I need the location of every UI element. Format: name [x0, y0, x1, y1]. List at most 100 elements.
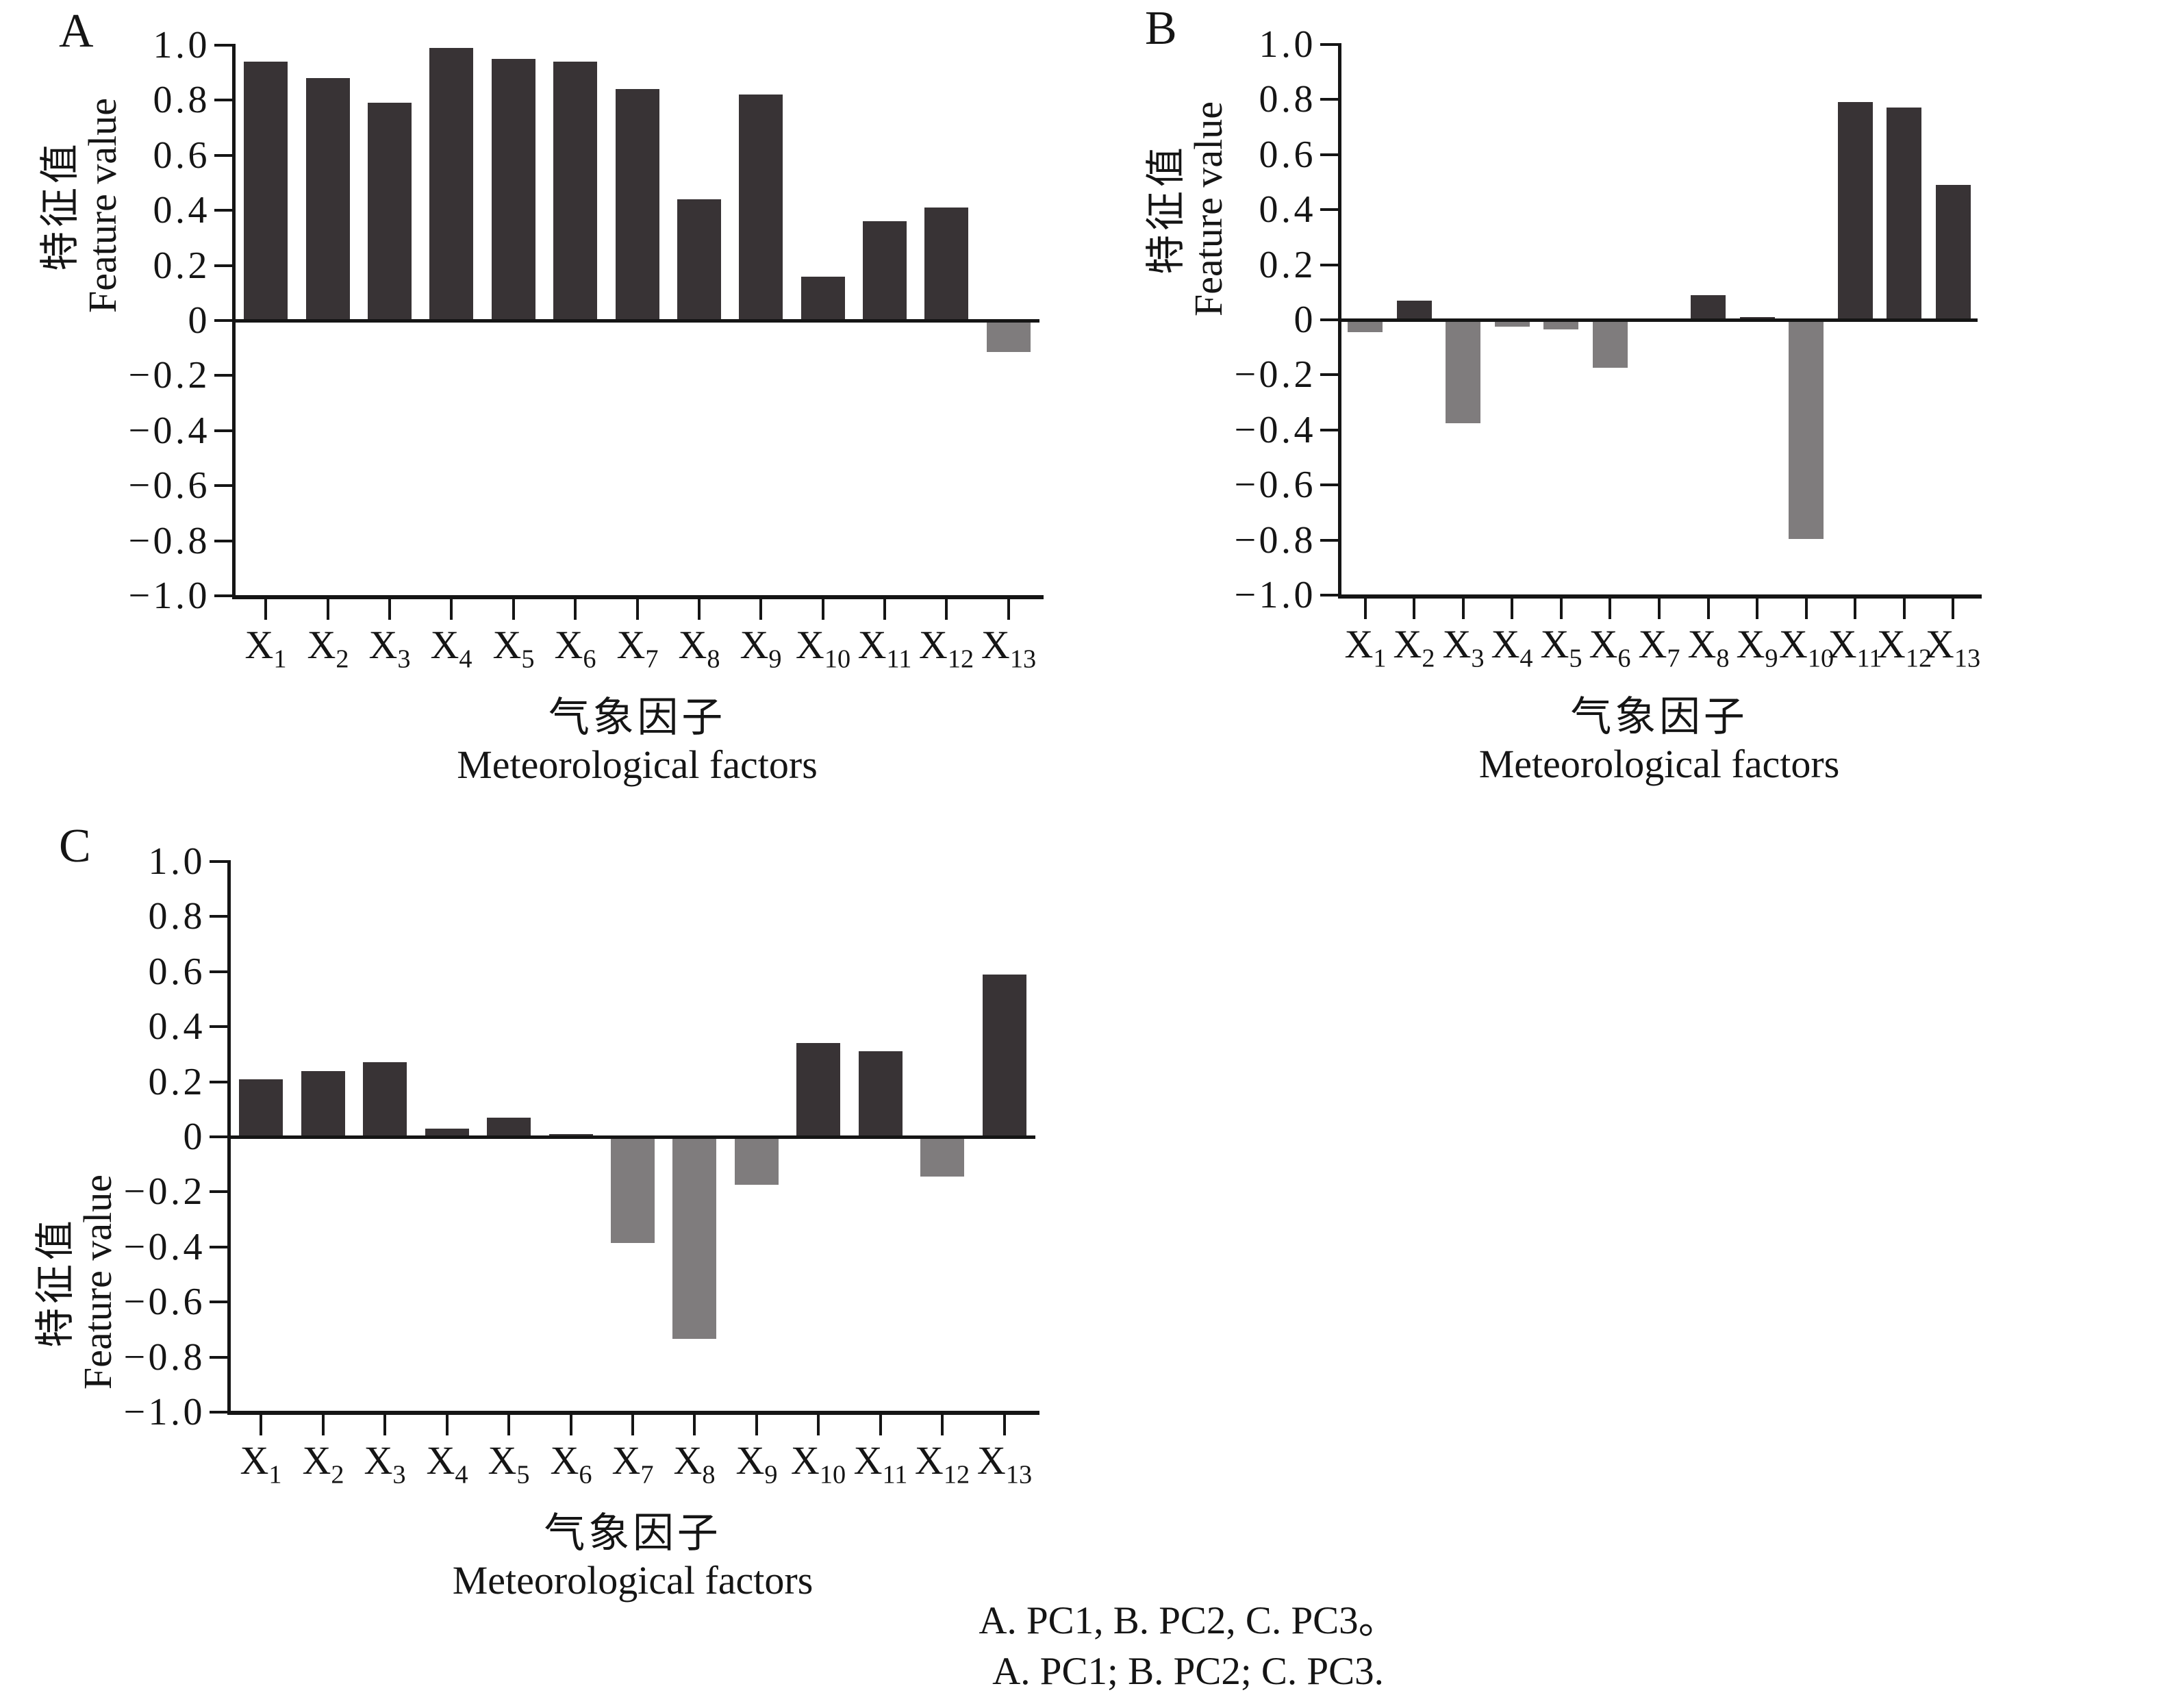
y-tick-label: −0.4: [1234, 409, 1316, 451]
x-category-label-x10: X10: [1778, 622, 1834, 673]
x-category-label-x4: X4: [430, 623, 472, 674]
x-tick-mark: [1007, 599, 1010, 620]
x-tick-mark: [383, 1415, 386, 1435]
x-tick-mark: [945, 599, 948, 620]
y-tick-mark: [214, 429, 232, 432]
x-tick-mark: [759, 599, 762, 620]
y-tick-label: −0.6: [1234, 464, 1316, 506]
x-category-label-x6: X6: [550, 1438, 592, 1490]
x-tick-mark: [1756, 599, 1758, 619]
y-tick-mark: [214, 99, 232, 101]
x-category-label-x2: X2: [307, 623, 349, 674]
x-axis-line: [1338, 594, 1982, 599]
x-tick-mark: [1854, 599, 1856, 619]
x-category-label-x3: X3: [364, 1438, 406, 1490]
x-tick-mark: [1658, 599, 1661, 619]
bar-pc3-x8: [672, 1138, 716, 1339]
x-tick-mark: [1707, 599, 1710, 619]
y-tick-mark: [210, 1411, 227, 1414]
y-tick-label: 1.0: [148, 840, 205, 883]
bar-pc1-x6: [553, 62, 597, 321]
x-tick-mark: [755, 1415, 758, 1435]
y-tick-label: −0.4: [123, 1226, 205, 1268]
y-tick-mark: [214, 484, 232, 487]
bar-pc1-x8: [677, 199, 721, 321]
y-tick-mark: [214, 594, 232, 597]
x-category-label-x5: X5: [492, 623, 535, 674]
bar-pc2-x3: [1446, 321, 1480, 423]
y-tick-label: 0.2: [1259, 244, 1316, 286]
bar-pc3-x4: [425, 1129, 469, 1137]
x-category-label-x11: X11: [853, 1438, 908, 1490]
x-category-label-x13: X13: [981, 623, 1037, 674]
x-tick-mark: [327, 599, 329, 620]
x-category-label-x3: X3: [368, 623, 411, 674]
bar-pc3-x7: [611, 1138, 655, 1243]
x-tick-mark: [698, 599, 701, 620]
y-tick-label: −1.0: [1234, 574, 1316, 616]
y-tick-mark: [210, 1025, 227, 1028]
bar-pc3-x9: [735, 1138, 779, 1185]
x-category-label-x11: X11: [857, 623, 912, 674]
y-tick-label: −0.8: [123, 1336, 205, 1379]
bar-pc3-x3: [363, 1062, 407, 1137]
x-tick-mark: [512, 599, 515, 620]
y-tick-label: −0.8: [128, 520, 210, 562]
x-tick-mark: [1805, 599, 1808, 619]
bar-pc2-x1: [1348, 321, 1383, 332]
x-tick-mark: [636, 599, 639, 620]
x-category-label-x5: X5: [1540, 622, 1582, 673]
y-tick-mark: [1320, 264, 1338, 266]
bar-pc1-x9: [739, 95, 783, 321]
x-category-label-x11: X11: [1828, 622, 1882, 673]
y-tick-mark: [1320, 373, 1338, 376]
x-tick-mark: [388, 599, 391, 620]
y-tick-mark: [214, 154, 232, 157]
y-tick-mark: [214, 374, 232, 377]
y-tick-mark: [1320, 483, 1338, 486]
x-category-label-x2: X2: [302, 1438, 344, 1490]
x-category-label-x4: X4: [426, 1438, 468, 1490]
zero-line: [227, 1135, 1035, 1139]
panel-label-C: C: [59, 820, 91, 872]
x-tick-mark: [693, 1415, 696, 1435]
x-tick-mark: [260, 1415, 262, 1435]
y-tick-label: 0.8: [1259, 78, 1316, 121]
bar-pc2-x6: [1593, 321, 1628, 368]
x-category-label-x4: X4: [1491, 622, 1533, 673]
x-category-label-x8: X8: [1687, 622, 1730, 673]
x-category-label-x13: X13: [976, 1438, 1033, 1490]
caption-line-2: A. PC1; B. PC2; C. PC3.: [992, 1650, 1384, 1694]
bar-pc2-x10: [1789, 321, 1824, 539]
y-tick-mark: [214, 540, 232, 542]
x-tick-mark: [574, 599, 577, 620]
y-tick-mark: [210, 1135, 227, 1138]
y-tick-label: −0.4: [128, 410, 210, 452]
bar-pc3-x12: [920, 1138, 964, 1177]
bar-pc3-x11: [859, 1051, 903, 1137]
y-tick-mark: [210, 1081, 227, 1083]
bar-pc1-x10: [801, 277, 845, 321]
bar-pc2-x5: [1543, 321, 1578, 329]
x-tick-mark: [450, 599, 453, 620]
x-tick-mark: [1003, 1415, 1006, 1435]
x-tick-mark: [322, 1415, 325, 1435]
x-category-label-x9: X9: [1736, 622, 1778, 673]
x-tick-mark: [1952, 599, 1954, 619]
zero-line: [1338, 318, 1978, 322]
x-tick-mark: [1511, 599, 1513, 619]
bar-pc2-x2: [1397, 301, 1432, 320]
x-category-label-x12: X12: [918, 623, 974, 674]
y-tick-label: 0.6: [148, 951, 205, 993]
x-tick-mark: [941, 1415, 944, 1435]
bar-pc1-x5: [492, 59, 535, 321]
bar-pc3-x5: [487, 1118, 531, 1137]
x-category-label-x12: X12: [914, 1438, 970, 1490]
y-tick-mark: [1320, 208, 1338, 211]
y-tick-label: 0.8: [148, 895, 205, 938]
y-tick-label: −0.2: [128, 354, 210, 397]
y-tick-mark: [214, 319, 232, 322]
